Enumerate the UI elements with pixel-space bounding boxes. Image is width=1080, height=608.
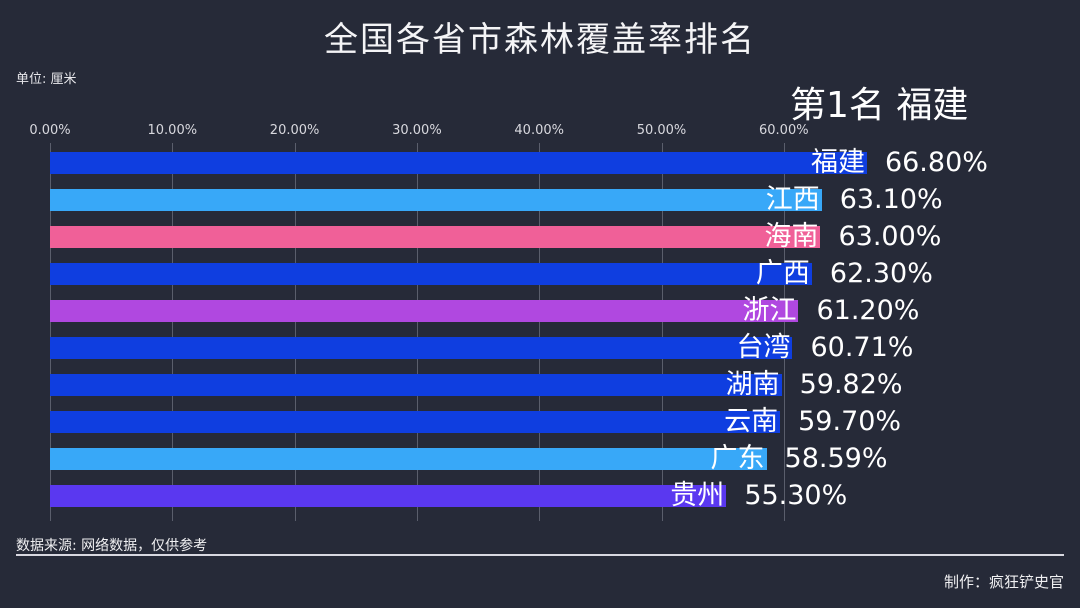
bar-value-label: 59.70% [798, 406, 902, 437]
bar-value-label: 63.10% [839, 184, 943, 215]
bar-category-label: 台湾 [736, 332, 791, 363]
bar-value-label: 59.82% [799, 369, 903, 400]
bar-value-label: 55.30% [744, 480, 848, 511]
gridline [416, 143, 418, 521]
bar-value-label: 66.80% [884, 147, 988, 178]
bar-value-label: 60.71% [810, 332, 914, 363]
bar [50, 411, 781, 433]
credit-label: 制作：疯狂铲史官 [943, 573, 1064, 591]
bar [50, 263, 812, 285]
bar-value-label: 58.59% [784, 443, 888, 474]
gridline [783, 143, 785, 521]
bar-category-label: 广西 [755, 258, 810, 289]
bar-value-label: 63.00% [838, 221, 942, 252]
bar-category-label: 浙江 [742, 295, 797, 326]
bar-category-label: 贵州 [670, 480, 725, 511]
axis-tick-label: 0.00% [29, 123, 71, 138]
bar-category-label: 福建 [810, 147, 865, 178]
bar [50, 300, 799, 322]
axis-tick-label: 10.00% [147, 123, 198, 138]
bar [50, 152, 867, 174]
axis-tick-label: 30.00% [392, 123, 442, 138]
bar-value-label: 62.30% [829, 258, 933, 289]
bar [50, 337, 793, 359]
chart-title: 全国各省市森林覆盖率排名 [324, 20, 756, 60]
unit-label: 单位: 厘米 [16, 72, 77, 87]
gridline [172, 143, 174, 521]
axis-tick-label: 20.00% [269, 123, 320, 138]
axis-tick-label: 60.00% [759, 123, 809, 138]
bar-category-label: 江西 [765, 184, 820, 215]
gridline [661, 143, 663, 521]
axis-tick-label: 50.00% [636, 123, 687, 138]
gridline [50, 143, 51, 521]
bar [50, 374, 782, 396]
gridline [294, 143, 296, 521]
bar-category-label: 海南 [764, 221, 819, 252]
bar [50, 485, 727, 507]
footer-divider [16, 554, 1064, 556]
rank-leader-label: 第1名 福建 [790, 85, 969, 126]
bar [50, 189, 822, 211]
bar [50, 226, 821, 248]
bar-category-label: 湖南 [725, 369, 780, 400]
gridline [539, 143, 541, 521]
axis-tick-label: 40.00% [514, 123, 564, 138]
bar-category-label: 云南 [724, 406, 779, 437]
bar [50, 448, 767, 470]
bar-value-label: 61.20% [816, 295, 920, 326]
bar-category-label: 广东 [710, 443, 765, 474]
data-source-note: 数据来源: 网络数据，仅供参考 [16, 538, 208, 554]
